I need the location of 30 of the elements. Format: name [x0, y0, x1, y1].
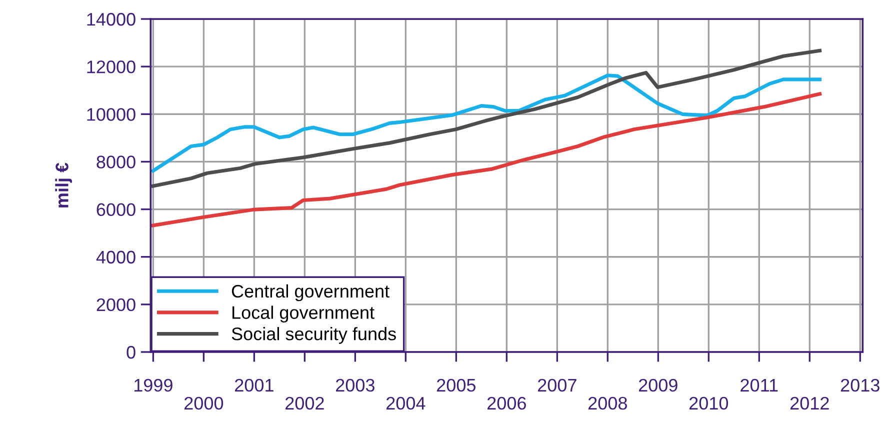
legend-label: Central government: [232, 284, 390, 302]
x-tick-label: 2001: [235, 378, 274, 392]
x2-tick-label: 2004: [386, 396, 426, 410]
y-tick-label: 2000: [96, 298, 136, 312]
x-tick-label: 1999: [134, 378, 172, 392]
x-tick-label: 2011: [740, 378, 778, 392]
x-tick-label: 2009: [638, 378, 678, 392]
x2-tick-label: 2000: [184, 396, 224, 410]
y-tick-label: 4000: [96, 250, 136, 264]
y-tick-label: 14000: [87, 12, 136, 26]
x2-tick-label: 2012: [790, 396, 829, 410]
x-tick-label: 2007: [538, 378, 576, 392]
line-series: [151, 74, 822, 173]
y-tick-label: 0: [126, 346, 136, 359]
line-series: [151, 92, 822, 228]
x-tick-label: 2003: [336, 378, 374, 392]
x-tick-label: 2005: [436, 378, 476, 392]
x-tick-label: 2013: [840, 378, 880, 392]
x2-tick-label: 2010: [689, 396, 728, 410]
legend-label: Local government: [232, 306, 374, 323]
y-tick-label: 12000: [87, 60, 136, 74]
y-tick-label: 6000: [96, 203, 136, 216]
x2-tick-label: 2008: [588, 396, 627, 410]
x2-tick-label: 2002: [286, 396, 324, 410]
x2-tick-label: 2006: [487, 396, 526, 410]
line-series: [151, 48, 822, 188]
y-axis-title: milj €: [55, 162, 72, 208]
y-tick-label: 10000: [87, 108, 136, 121]
y-tick-label: 8000: [96, 156, 136, 168]
legend-label: Social security funds: [232, 327, 396, 344]
